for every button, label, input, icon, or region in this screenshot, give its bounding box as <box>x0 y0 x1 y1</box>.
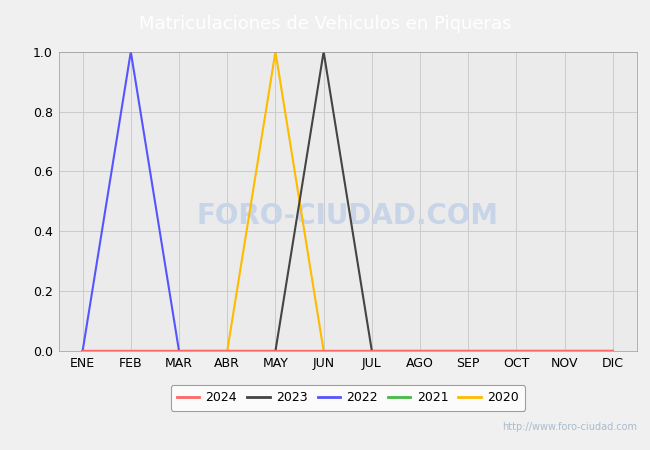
Legend: 2024, 2023, 2022, 2021, 2020: 2024, 2023, 2022, 2021, 2020 <box>170 385 525 410</box>
Text: http://www.foro-ciudad.com: http://www.foro-ciudad.com <box>502 422 637 432</box>
Text: FORO-CIUDAD.COM: FORO-CIUDAD.COM <box>197 202 499 230</box>
Text: Matriculaciones de Vehiculos en Piqueras: Matriculaciones de Vehiculos en Piqueras <box>138 14 512 33</box>
